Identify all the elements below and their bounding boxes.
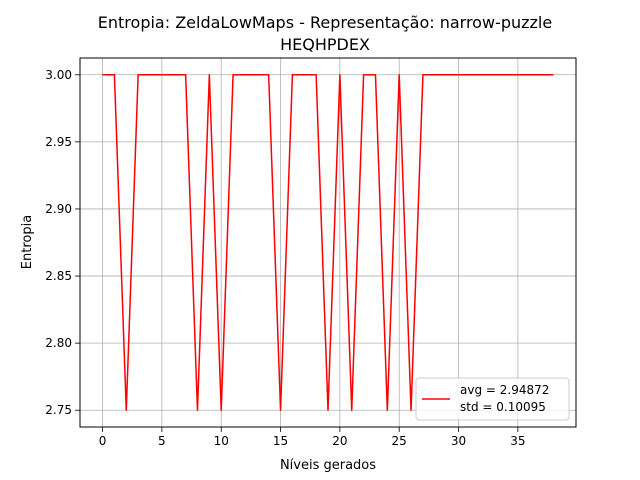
x-axis-label: Níveis gerados: [280, 458, 376, 473]
x-tick-label: 35: [510, 434, 525, 448]
y-tick-label: 3.00: [45, 68, 72, 82]
grid-layer: [80, 58, 576, 427]
entropy-series-line: [102, 74, 554, 411]
legend: avg = 2.94872 std = 0.10095: [415, 377, 570, 421]
y-tick-label: 2.80: [45, 336, 72, 350]
x-tick-label: 30: [451, 434, 466, 448]
chart-title-line-2: HEQHPDEX: [280, 35, 370, 54]
x-tick-label: 25: [392, 434, 407, 448]
x-tick-label: 15: [273, 434, 288, 448]
x-tick-label: 0: [99, 434, 107, 448]
legend-std-text: std = 0.10095: [460, 400, 546, 414]
series-layer: [102, 74, 554, 411]
chart-title-line-1: Entropia: ZeldaLowMaps - Representação: …: [98, 13, 552, 32]
legend-box: [415, 377, 570, 421]
x-tick-label: 10: [214, 434, 229, 448]
y-tick-label: 2.95: [45, 135, 72, 149]
legend-avg-text: avg = 2.94872: [460, 383, 549, 397]
ticks-layer: 0 5 10 15 20 25 30 35 2.75 2.80 2.85 2.90 2.95 3.00: [45, 68, 525, 448]
y-axis-label: Entropia: [20, 215, 35, 269]
x-tick-label: 20: [332, 434, 347, 448]
y-tick-label: 2.90: [45, 202, 72, 216]
x-tick-label: 5: [158, 434, 166, 448]
y-tick-label: 2.85: [45, 269, 72, 283]
y-tick-label: 2.75: [45, 403, 72, 417]
plot-frame: [79, 57, 577, 428]
